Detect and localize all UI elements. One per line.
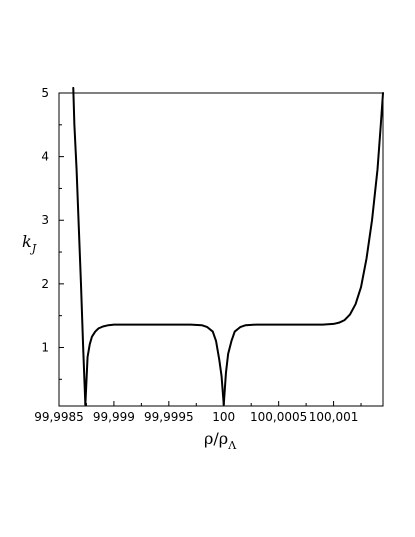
curves	[72, 87, 384, 406]
plot-frame	[58, 92, 384, 407]
y-tick-label: 3	[41, 213, 49, 227]
series-line-2	[84, 323, 225, 406]
y-tick-label: 2	[41, 277, 49, 291]
x-tick-label: 99,999	[93, 410, 135, 424]
x-tick-label: 99,9985	[34, 410, 84, 424]
series-line-3	[222, 92, 384, 406]
x-axis-ticks: 99,9985 99,999 99,9995 100 100,0005 100,001	[34, 401, 362, 424]
y-axis-ticks: 1 2 3 4 5	[41, 86, 64, 380]
y-tick-label: 4	[41, 150, 49, 164]
y-axis-label-sub: J	[30, 242, 37, 255]
x-tick-label: 100,0005	[250, 410, 307, 424]
x-axis-label-main: ρ/ρ	[204, 429, 228, 448]
y-axis-label-main: k	[22, 232, 32, 251]
x-tick-label: 100,001	[309, 410, 359, 424]
y-tick-label: 1	[41, 340, 49, 354]
series-line-1	[72, 87, 87, 406]
y-tick-label: 5	[41, 86, 49, 100]
y-axis-label: kJ	[22, 232, 37, 255]
x-axis-label-sub: Λ	[227, 439, 237, 452]
x-tick-label: 99,9995	[144, 410, 194, 424]
x-tick-label: 100	[212, 410, 235, 424]
x-axis-label: ρ/ρΛ	[204, 429, 237, 452]
